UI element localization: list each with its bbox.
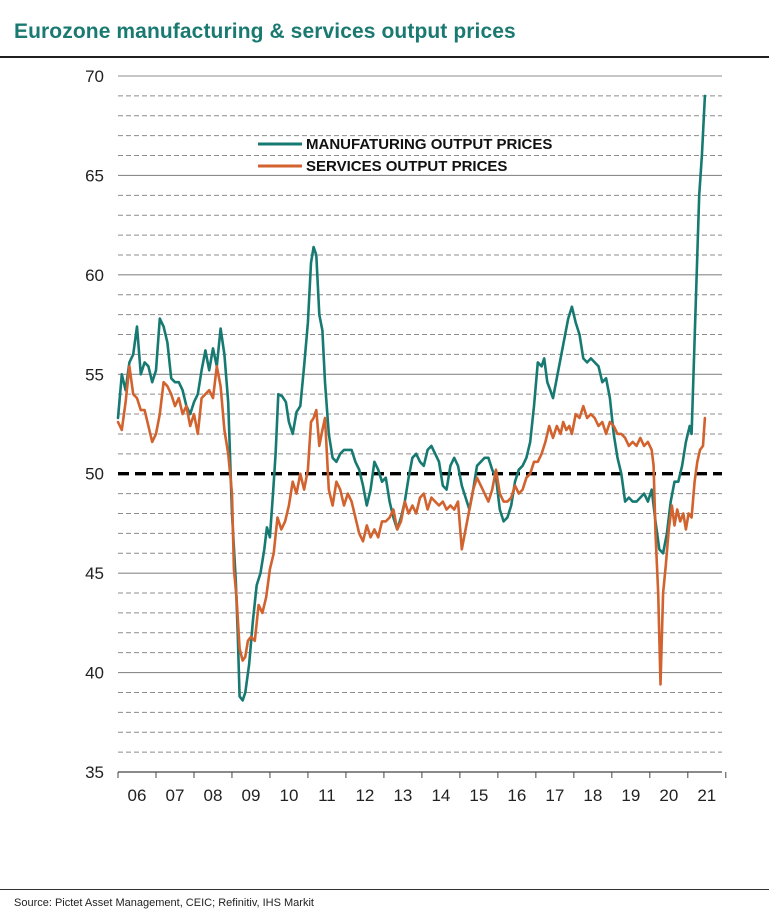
series-lines [116,94,722,702]
title-divider [0,56,769,58]
x-tick-label: 10 [279,786,298,805]
x-tick-label: 06 [128,786,147,805]
x-tick-label: 19 [621,786,640,805]
y-axis: 35 40 45 50 55 60 65 70 [85,67,104,782]
x-tick-label: 17 [545,786,564,805]
footer-divider [0,889,769,890]
y-tick-label: 65 [85,166,104,185]
x-tick-label: 07 [166,786,185,805]
x-tick-label: 21 [697,786,716,805]
y-tick-label: 55 [85,365,104,384]
grid-lines [118,75,722,753]
x-tick-label: 13 [393,786,412,805]
x-tick-label: 14 [431,786,450,805]
source-note: Source: Pictet Asset Management, CEIC; R… [14,897,314,909]
x-axis: 06 07 08 09 10 11 12 13 14 15 16 17 18 19 20 21 [117,771,727,805]
y-tick-label: 70 [85,67,104,86]
x-tick-label: 15 [469,786,488,805]
legend: MANUFATURING OUTPUT PRICES SERVICES OUTPU… [258,136,552,175]
x-tick-label: 16 [507,786,526,805]
series-line-services [116,365,707,686]
x-tick-label: 18 [583,786,602,805]
x-tick-label: 20 [659,786,678,805]
y-tick-label: 35 [85,763,104,782]
y-tick-label: 60 [85,266,104,285]
x-tick-label: 08 [204,786,223,805]
x-tick-label: 11 [318,786,336,805]
x-tick-label: 09 [242,786,261,805]
line-chart: 35 40 45 50 55 60 65 70 06 07 08 09 10 11 12 13 14 15 16 1… [85,67,727,805]
series-line-manufacturing [116,94,707,702]
y-tick-label: 50 [85,465,104,484]
y-tick-label: 40 [85,664,104,683]
y-tick-label: 45 [85,564,104,583]
legend-label: MANUFATURING OUTPUT PRICES [306,136,552,153]
x-tick-label: 12 [355,786,374,805]
legend-label: SERVICES OUTPUT PRICES [306,158,507,175]
chart-title: Eurozone manufacturing & services output… [14,20,516,43]
